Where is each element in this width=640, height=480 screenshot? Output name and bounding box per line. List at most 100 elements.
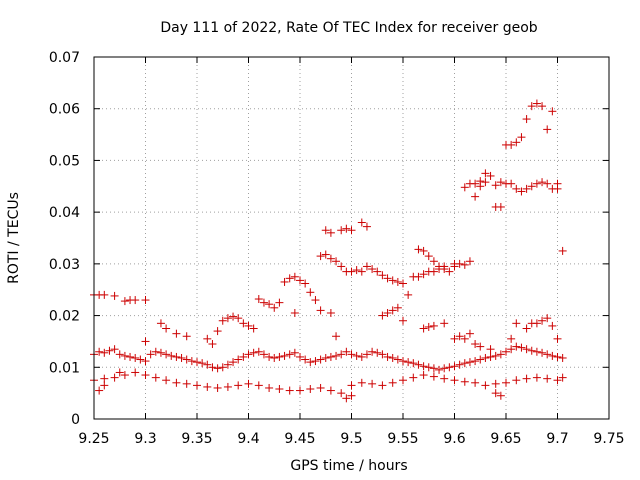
data-point: [409, 359, 418, 368]
data-point: [507, 179, 516, 188]
data-point: [496, 202, 505, 211]
data-point: [156, 348, 165, 357]
data-point: [110, 345, 119, 354]
y-tick-label: 0.05: [49, 153, 80, 169]
data-point: [543, 350, 552, 359]
data-point: [342, 347, 351, 356]
data-point: [326, 228, 335, 237]
data-point: [414, 272, 423, 281]
data-point: [440, 262, 449, 271]
data-point: [223, 360, 232, 369]
x-tick-label: 9.75: [593, 431, 624, 447]
data-point: [450, 376, 459, 385]
data-point: [460, 377, 469, 386]
axis-ticks: [93, 56, 610, 420]
data-point: [440, 364, 449, 373]
x-axis-title: GPS time / hours: [290, 458, 407, 474]
data-point: [399, 316, 407, 325]
data-point: [362, 350, 371, 359]
data-point: [512, 184, 521, 193]
data-point: [419, 371, 428, 380]
y-tick-label: 0.02: [49, 309, 80, 325]
data-point: [254, 295, 263, 304]
data-point: [275, 298, 284, 307]
data-point: [193, 381, 201, 390]
data-point: [347, 350, 356, 359]
data-point: [290, 348, 299, 357]
data-point: [373, 348, 382, 357]
x-tick-label: 9.5: [340, 431, 362, 447]
data-point: [172, 329, 181, 338]
x-tick-label: 9.7: [546, 431, 568, 447]
series-lowest-band: [90, 368, 562, 398]
data-point: [332, 257, 341, 266]
data-point: [476, 177, 485, 186]
data-point: [465, 329, 474, 338]
data-point: [337, 389, 346, 398]
x-tick-label: 9.4: [237, 431, 259, 447]
data-point: [156, 319, 165, 328]
data-point: [110, 373, 119, 382]
data-point: [429, 267, 438, 276]
data-point: [357, 352, 366, 361]
data-point: [543, 374, 552, 383]
data-point: [120, 297, 129, 306]
data-point: [558, 373, 567, 382]
data-point: [388, 306, 397, 315]
data-point: [290, 308, 299, 317]
data-point: [429, 257, 438, 266]
data-point: [476, 355, 485, 364]
data-point: [491, 389, 500, 398]
x-tick-labels: 9.25 9.3 9.35 9.4 9.45 9.5 9.55 9.6 9.65 9.7 9.75: [78, 431, 624, 447]
data-point: [234, 381, 243, 390]
data-point: [285, 350, 294, 359]
data-point: [455, 259, 464, 268]
data-point: [306, 288, 315, 297]
data-point: [162, 376, 171, 385]
data-point: [455, 360, 464, 369]
data-point: [239, 352, 248, 361]
data-point: [296, 352, 304, 361]
data-point: [378, 271, 387, 280]
y-tick-label: 0: [71, 412, 80, 428]
data-point: [141, 337, 150, 346]
data-point: [553, 352, 562, 361]
data-point: [357, 378, 366, 387]
data-point: [548, 351, 557, 360]
data-point: [527, 102, 536, 111]
data-point: [342, 224, 351, 233]
data-point: [460, 334, 469, 343]
x-tick-label: 9.3: [134, 431, 156, 447]
data-point: [435, 265, 444, 274]
data-point: [460, 260, 469, 269]
series-rising-track: [321, 99, 567, 274]
data-point: [445, 267, 454, 276]
data-point: [476, 342, 485, 351]
data-point: [496, 350, 505, 359]
data-point: [100, 381, 109, 390]
data-point: [455, 332, 464, 341]
data-point: [229, 312, 238, 321]
data-point: [332, 332, 341, 341]
chart-title: Day 111 of 2022, Rate Of TEC Index for r…: [160, 20, 537, 36]
data-point: [337, 262, 346, 271]
data-point: [249, 348, 258, 357]
data-point: [471, 378, 480, 387]
data-point: [471, 357, 480, 366]
data-point: [383, 274, 392, 283]
data-point: [409, 373, 418, 382]
data-point: [388, 276, 397, 285]
data-points: [90, 99, 567, 403]
data-point: [203, 382, 212, 391]
data-point: [296, 386, 304, 395]
data-point: [270, 303, 279, 312]
data-point: [471, 179, 480, 188]
data-point: [131, 353, 140, 362]
data-point: [445, 363, 454, 372]
data-point: [362, 222, 371, 231]
data-point: [404, 358, 413, 367]
series-low-band: [90, 342, 567, 374]
data-point: [131, 296, 140, 305]
data-point: [491, 379, 500, 388]
data-point: [316, 306, 325, 315]
